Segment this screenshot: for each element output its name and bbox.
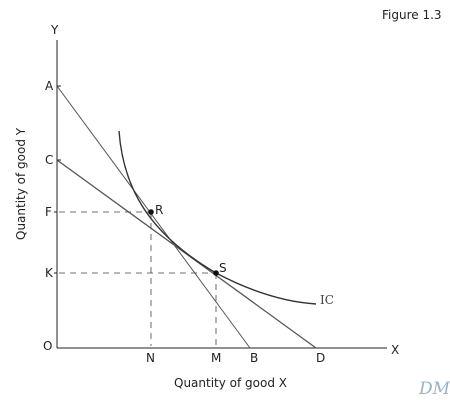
curve-label-ic: IC	[320, 293, 334, 307]
point-r-label: R	[155, 203, 163, 217]
point-s	[213, 270, 219, 276]
point-r	[148, 209, 154, 215]
x-axis-title: Quantity of good X	[174, 376, 287, 390]
figure-title: Figure 1.3	[382, 8, 442, 22]
x-label-b: B	[250, 351, 258, 365]
y-label-c: C	[45, 153, 53, 167]
y-axis-letter: Y	[50, 23, 59, 37]
x-label-d: D	[316, 351, 325, 365]
point-s-label: S	[219, 261, 227, 275]
origin-label: O	[43, 339, 52, 353]
y-label-f: F	[45, 205, 52, 219]
y-label-a: A	[45, 79, 54, 93]
budget-line-ab	[56, 85, 251, 349]
indifference-curve	[118, 130, 317, 305]
watermark-logo: DM3	[418, 379, 450, 399]
y-label-k: K	[45, 266, 54, 280]
x-label-n: N	[146, 351, 155, 365]
x-label-m: M	[211, 351, 221, 365]
y-axis-title: Quantity of good Y	[14, 127, 28, 240]
x-axis-letter: X	[391, 343, 399, 357]
